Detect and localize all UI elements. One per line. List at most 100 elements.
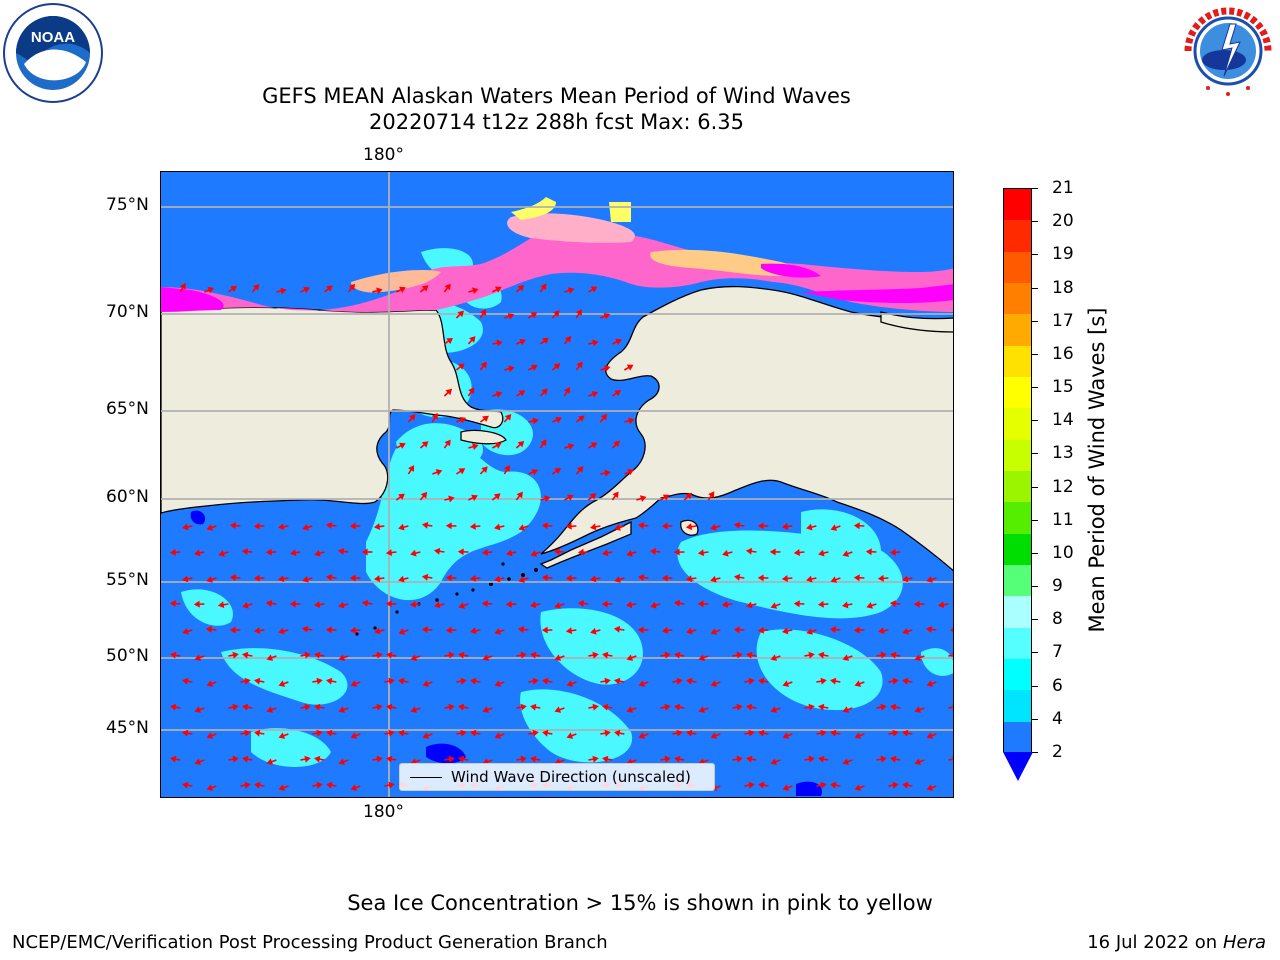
- wave-direction-arrowhead: [745, 651, 753, 659]
- wave-direction-arrowhead: [781, 575, 789, 582]
- wave-direction-arrowhead: [530, 364, 538, 371]
- wave-direction-arrowhead: [590, 286, 598, 293]
- wave-direction-arrowhead: [685, 492, 693, 500]
- wave-direction-arrowhead: [757, 522, 764, 530]
- wave-direction-arrowhead: [782, 680, 790, 687]
- wave-direction-arrowhead: [685, 575, 693, 583]
- wave-direction-arrowhead: [517, 440, 525, 448]
- wave-direction-arrowhead: [554, 467, 562, 475]
- wave-direction-arrowhead: [782, 732, 790, 739]
- colorbar-segment: [1004, 408, 1031, 441]
- wave-direction-arrowhead: [520, 703, 527, 711]
- wave-direction-arrowhead: [676, 677, 683, 685]
- wave-direction-arrowhead: [181, 729, 189, 737]
- footer-date-text: 16 Jul 2022 on: [1087, 932, 1218, 953]
- wave-direction-arrowhead: [481, 600, 488, 608]
- wave-direction-arrowhead: [532, 417, 539, 425]
- wave-direction-arrowhead: [179, 282, 186, 290]
- wave-direction-arrowhead: [842, 654, 850, 661]
- wave-direction-arrowhead: [503, 464, 510, 472]
- wave-direction-arrowhead: [880, 651, 887, 659]
- wave-direction-arrowhead: [590, 627, 597, 635]
- wave-direction-arrowhead: [458, 602, 466, 609]
- wave-direction-arrowhead: [673, 599, 681, 607]
- wave-direction-arrowhead: [468, 387, 475, 394]
- wave-direction-arrowhead: [540, 439, 547, 447]
- wave-direction-arrowhead: [865, 548, 872, 556]
- wave-direction-arrowhead: [182, 575, 189, 583]
- wave-direction-arrowhead: [207, 286, 215, 294]
- wave-direction-arrowhead: [376, 287, 383, 295]
- wave-direction-arrowhead: [480, 361, 487, 369]
- colorbar-segment: [1004, 220, 1031, 253]
- wave-direction-arrowhead: [206, 680, 214, 687]
- wave-direction-arrowhead: [314, 549, 321, 557]
- wave-direction-arrowhead: [469, 574, 476, 582]
- map-legend: Wind Wave Direction (unscaled): [399, 763, 715, 791]
- wave-direction-arrowhead: [253, 522, 260, 530]
- wave-direction-arrowhead: [376, 651, 383, 659]
- wave-direction-arrowhead: [338, 706, 346, 713]
- wave-direction-arrowhead: [325, 626, 332, 634]
- wave-direction-arrowhead: [313, 755, 321, 763]
- wave-direction-arrowhead: [444, 283, 451, 291]
- wave-direction-arrowhead: [808, 651, 815, 659]
- wave-direction-arrowhead: [554, 706, 562, 713]
- colorbar-tick: [1032, 287, 1038, 289]
- wave-direction-arrowhead: [710, 732, 718, 739]
- wave-direction-arrowhead: [420, 491, 428, 499]
- wave-direction-arrowhead: [206, 784, 214, 791]
- wave-direction-arrowhead: [399, 286, 406, 293]
- wave-direction-arrowhead: [854, 784, 862, 791]
- wave-direction-arrowhead: [398, 575, 405, 583]
- wave-direction-arrowhead: [520, 651, 527, 659]
- wave-direction-arrowhead: [854, 680, 862, 687]
- colorbar-title: Mean Period of Wind Waves [s]: [1085, 307, 1109, 633]
- wave-direction-arrowhead: [385, 703, 393, 711]
- wave-direction-arrowhead: [698, 654, 706, 661]
- wave-direction-arrowhead: [482, 706, 490, 713]
- wave-direction-arrowhead: [820, 729, 827, 737]
- wave-direction-arrowhead: [182, 523, 189, 531]
- wave-direction-arrowhead: [578, 415, 585, 422]
- wave-direction-arrowhead: [553, 310, 560, 317]
- wave-direction-arrowhead: [949, 628, 953, 632]
- colorbar-under-triangle: [1003, 752, 1033, 781]
- wave-direction-arrow: [948, 758, 953, 761]
- wave-direction-arrowhead: [457, 703, 465, 711]
- wave-direction-arrowhead: [326, 285, 333, 292]
- wave-direction-arrowhead: [229, 574, 236, 582]
- wave-direction-arrowhead: [592, 755, 599, 763]
- wave-direction-arrowhead: [468, 336, 476, 343]
- wave-direction-arrowhead: [914, 758, 922, 765]
- colorbar-tick: [1032, 420, 1038, 422]
- wave-direction-arrowhead: [626, 550, 633, 557]
- wave-direction-arrowhead: [806, 575, 813, 583]
- wave-direction-arrowhead: [661, 522, 668, 530]
- wave-direction-arrowhead: [361, 599, 369, 607]
- wave-direction-arrowhead: [169, 600, 176, 608]
- wave-direction-arrowhead: [316, 729, 323, 737]
- wave-direction-arrowhead: [926, 680, 934, 687]
- lat-label: 50°N: [106, 646, 149, 666]
- wave-direction-arrowhead: [459, 416, 467, 424]
- wave-direction-arrowhead: [397, 729, 405, 737]
- wave-direction-arrowhead: [316, 781, 323, 789]
- wave-direction-arrowhead: [745, 547, 753, 555]
- wave-direction-arrowhead: [350, 680, 358, 687]
- wave-direction-arrowhead: [770, 654, 778, 661]
- wave-direction-arrowhead: [410, 706, 418, 713]
- wave-direction-arrowhead: [937, 601, 945, 609]
- wave-direction-arrowhead: [817, 703, 825, 711]
- wave-direction-arrowhead: [349, 626, 356, 634]
- lat-label: 60°N: [106, 487, 149, 507]
- colorbar-tick-label: 7: [1052, 642, 1063, 663]
- wave-direction-arrowhead: [472, 443, 479, 451]
- wave-direction-arrowhead: [710, 680, 718, 687]
- wave-direction-arrowhead: [244, 729, 251, 737]
- wave-direction-arrowhead: [482, 654, 490, 661]
- wave-direction-arrowhead: [842, 758, 850, 765]
- colorbar-tick-label: 11: [1052, 509, 1074, 530]
- colorbar-segment: [1004, 502, 1031, 535]
- wave-direction-arrow: [948, 654, 953, 657]
